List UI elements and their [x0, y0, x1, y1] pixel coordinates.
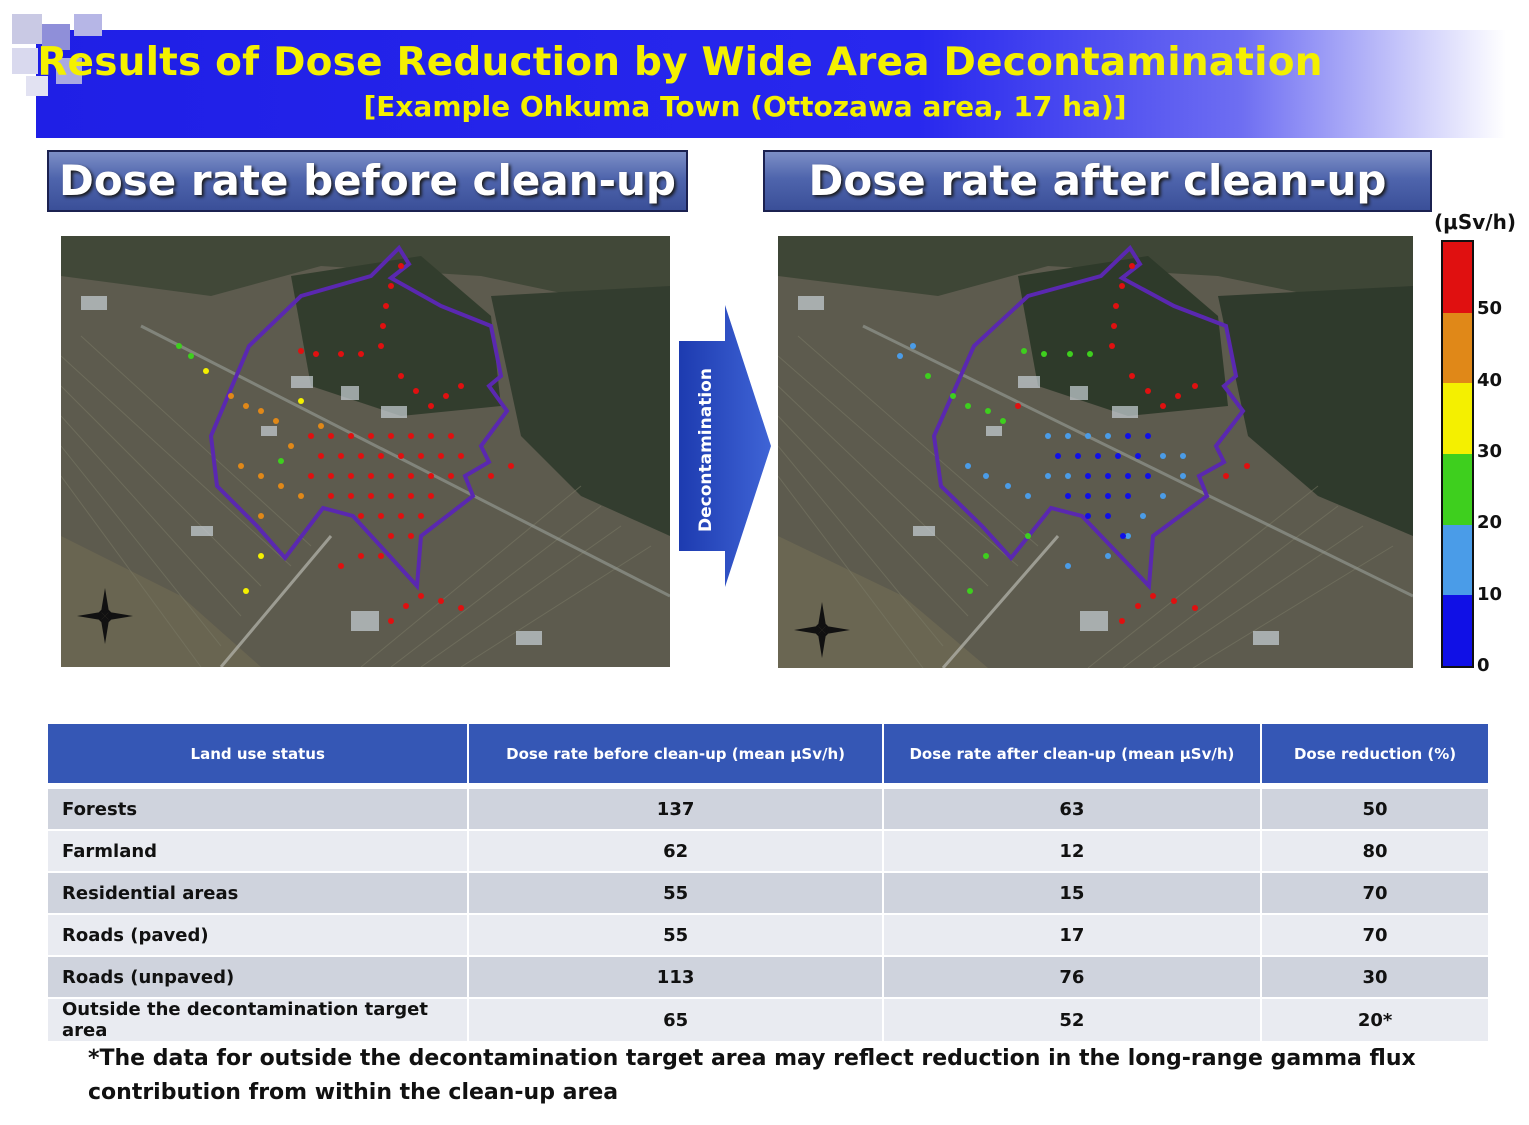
dose-points-before [298, 263, 514, 624]
legend-color-segment [1443, 383, 1472, 454]
cell-reduction: 70 [1261, 871, 1488, 914]
table-row: Outside the decontamination target area 6… [48, 997, 1488, 1041]
cell-after: 63 [882, 787, 1263, 830]
legend-unit: (μSv/h) [1434, 210, 1516, 234]
legend-tick-label: 50 [1477, 298, 1503, 320]
header-land-use: Land use status [48, 724, 470, 783]
title-banner [36, 30, 1506, 138]
before-panel-title: Dose rate before clean-up [47, 150, 688, 212]
decontamination-arrow-icon [679, 305, 771, 587]
legend-tick-label: 10 [1477, 583, 1503, 605]
cell-after: 76 [882, 955, 1263, 998]
legend-color-segment [1443, 524, 1472, 596]
cell-before: 137 [468, 787, 884, 830]
table-body: Forests 137 63 50 Farmland 62 12 80 Residential … [48, 787, 1488, 1041]
cell-after: 52 [882, 997, 1263, 1041]
cell-reduction: 50 [1261, 787, 1488, 830]
aerial-map-after [778, 236, 1413, 668]
cell-before: 55 [468, 913, 884, 956]
footnote: *The data for outside the decontaminatio… [88, 1046, 1416, 1105]
header-reduction: Dose reduction (%) [1261, 724, 1488, 783]
banner-decoration [12, 14, 104, 96]
table-row: Forests 137 63 50 [48, 787, 1488, 830]
legend-tick-label: 40 [1477, 369, 1503, 391]
cell-before: 65 [468, 997, 884, 1041]
table-row: Residential areas 55 15 70 [48, 871, 1488, 914]
cell-land: Outside the decontamination target area [48, 997, 470, 1041]
cell-before: 62 [468, 829, 884, 872]
legend-color-segment [1443, 242, 1472, 313]
table-row: Farmland 62 12 80 [48, 829, 1488, 872]
dose-reduction-table: Land use status Dose rate before clean-u… [48, 724, 1488, 1041]
color-scale-legend [1441, 240, 1474, 668]
table-row: Roads (unpaved) 113 76 30 [48, 955, 1488, 998]
cell-land: Residential areas [48, 871, 470, 914]
page-subtitle: [Example Ohkuma Town (Ottozawa area, 17 … [363, 90, 1127, 123]
cell-before: 113 [468, 955, 884, 998]
decontamination-label: Decontamination [696, 368, 716, 532]
cell-after: 17 [882, 913, 1263, 956]
cell-reduction: 20* [1261, 997, 1488, 1041]
table-row: Roads (paved) 55 17 70 [48, 913, 1488, 956]
after-panel-title: Dose rate after clean-up [763, 150, 1432, 212]
aerial-map-before [61, 236, 670, 667]
legend-tick-label: 0 [1477, 655, 1490, 676]
cell-before: 55 [468, 871, 884, 914]
page-title: Results of Dose Reduction by Wide Area D… [37, 40, 1323, 85]
cell-land: Farmland [48, 829, 470, 872]
legend-tick-label: 30 [1477, 441, 1503, 462]
legend-color-segment [1443, 454, 1472, 525]
cell-reduction: 70 [1261, 913, 1488, 956]
cell-reduction: 30 [1261, 955, 1488, 998]
cell-land: Forests [48, 787, 470, 830]
legend-color-segment [1443, 595, 1472, 666]
compass-icon [77, 588, 133, 644]
cell-reduction: 80 [1261, 829, 1488, 872]
map-before-cleanup [61, 236, 670, 667]
header-after: Dose rate after clean-up (mean μSv/h) [882, 724, 1263, 783]
cell-land: Roads (paved) [48, 913, 470, 956]
legend-tick-label: 20 [1477, 512, 1503, 534]
compass-icon [794, 602, 850, 658]
legend-color-segment [1443, 312, 1472, 384]
cell-land: Roads (unpaved) [48, 955, 470, 998]
cell-after: 12 [882, 829, 1263, 872]
cell-after: 15 [882, 871, 1263, 914]
header-before: Dose rate before clean-up (mean μSv/h) [468, 724, 884, 783]
map-after-cleanup [778, 236, 1413, 668]
